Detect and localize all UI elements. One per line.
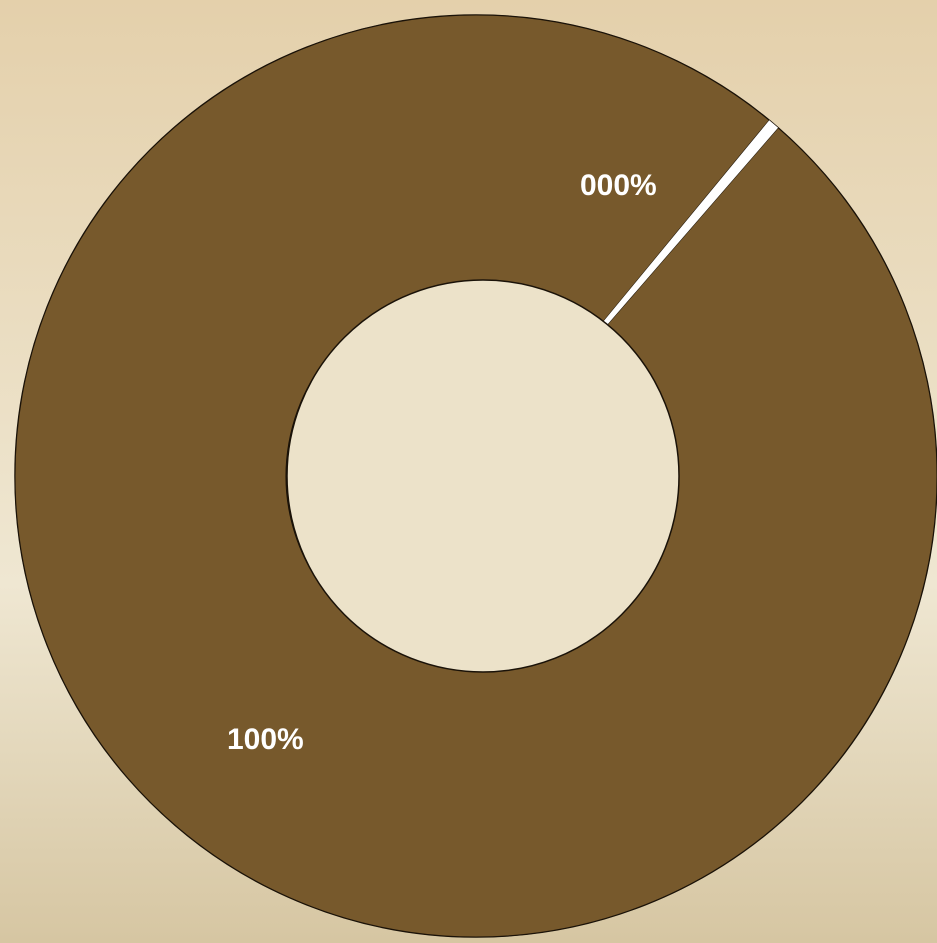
donut-slice-1 xyxy=(596,120,779,333)
donut-slices xyxy=(14,14,937,938)
slice-label-small: 000% xyxy=(580,169,657,202)
slice-label-main: 100% xyxy=(227,723,304,756)
donut-hole xyxy=(286,279,680,673)
